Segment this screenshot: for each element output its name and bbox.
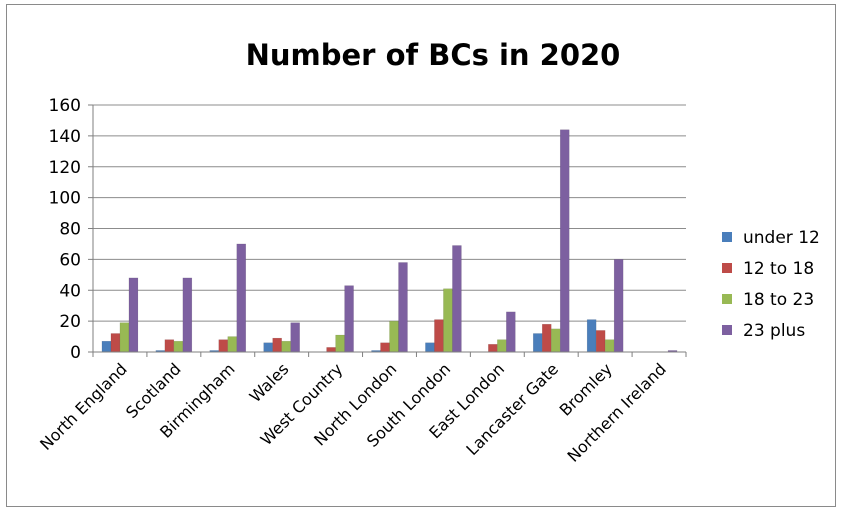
bar-23-plus-north-england: [128, 277, 139, 353]
legend-label: under 12: [743, 228, 820, 248]
y-tick-label: 40: [59, 281, 81, 301]
legend-label: 12 to 18: [743, 259, 814, 279]
bar-18-to-23-bromley: [604, 339, 615, 353]
bar-under-12-lancaster-gate: [532, 333, 543, 353]
bar-12-to-18-north-london: [380, 342, 390, 353]
bar-23-plus-scotland: [182, 277, 193, 353]
x-tick-label: Lancaster Gate: [462, 359, 562, 459]
legend-swatch: [722, 263, 732, 273]
axes: [88, 104, 687, 357]
bar-18-to-23-south-london: [443, 288, 453, 353]
x-tick-label: Northern Ireland: [563, 359, 669, 465]
bar-18-to-23-north-london: [389, 320, 399, 353]
bar-12-to-18-bromley: [595, 330, 606, 353]
bar-23-plus-lancaster-gate: [559, 129, 570, 353]
y-tick-label: 100: [49, 189, 81, 209]
bar-12-to-18-wales: [272, 337, 282, 353]
legend-swatch: [722, 325, 732, 335]
bar-23-plus-south-london: [452, 245, 462, 353]
legend-swatch: [722, 294, 732, 304]
bar-12-to-18-south-london: [434, 319, 444, 353]
bar-12-to-18-scotland: [164, 339, 175, 353]
y-tick-label: 140: [49, 127, 81, 147]
bar-23-plus-west-country: [344, 285, 354, 353]
bar-23-plus-east-london: [506, 311, 516, 353]
bars: [101, 129, 678, 353]
y-tick-label: 0: [70, 343, 81, 363]
bar-12-to-18-west-country: [326, 347, 336, 353]
bar-12-to-18-east-london: [488, 344, 498, 353]
bar-12-to-18-north-england: [110, 333, 121, 353]
bar-18-to-23-east-london: [497, 339, 507, 353]
chart-frame: [6, 4, 836, 507]
legend: under 12 12 to 18 18 to 23 23 plus: [722, 228, 820, 341]
y-tick-label: 160: [49, 96, 81, 116]
y-tick-label: 20: [59, 312, 81, 332]
bar-18-to-23-lancaster-gate: [550, 328, 561, 353]
bar-12-to-18-lancaster-gate: [541, 323, 552, 353]
y-axis-tick-labels: 0 20 40 60 80 100 120 140 160: [49, 96, 81, 363]
bar-18-to-23-birmingham: [227, 336, 238, 353]
bar-23-plus-wales: [290, 322, 300, 353]
bar-23-plus-north-london: [398, 262, 408, 353]
bar-12-to-18-birmingham: [218, 339, 229, 353]
bar-under-12-south-london: [425, 342, 435, 353]
y-tick-label: 120: [49, 158, 81, 178]
legend-swatch: [722, 232, 732, 242]
bar-18-to-23-scotland: [173, 340, 184, 353]
x-tick-label: North England: [36, 359, 131, 454]
bar-under-12-wales: [263, 342, 273, 353]
bar-18-to-23-north-england: [119, 322, 130, 353]
legend-label: 18 to 23: [743, 290, 814, 310]
bar-18-to-23-wales: [281, 340, 291, 353]
bar-23-plus-bromley: [613, 259, 624, 353]
gridlines: [93, 104, 686, 322]
y-tick-label: 60: [59, 250, 81, 270]
bar-under-12-bromley: [586, 319, 597, 353]
bar-23-plus-birmingham: [236, 243, 247, 353]
bar-18-to-23-west-country: [335, 334, 345, 353]
y-tick-label: 80: [59, 220, 81, 240]
x-tick-label: Wales: [246, 359, 293, 406]
legend-label: 23 plus: [743, 321, 805, 341]
bar-under-12-north-england: [101, 340, 112, 353]
chart-title: Number of BCs in 2020: [246, 38, 621, 72]
